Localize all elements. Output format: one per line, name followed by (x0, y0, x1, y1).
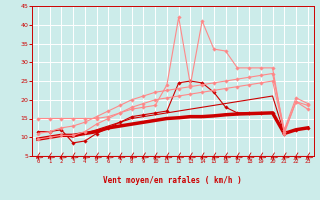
X-axis label: Vent moyen/en rafales ( km/h ): Vent moyen/en rafales ( km/h ) (103, 176, 242, 185)
